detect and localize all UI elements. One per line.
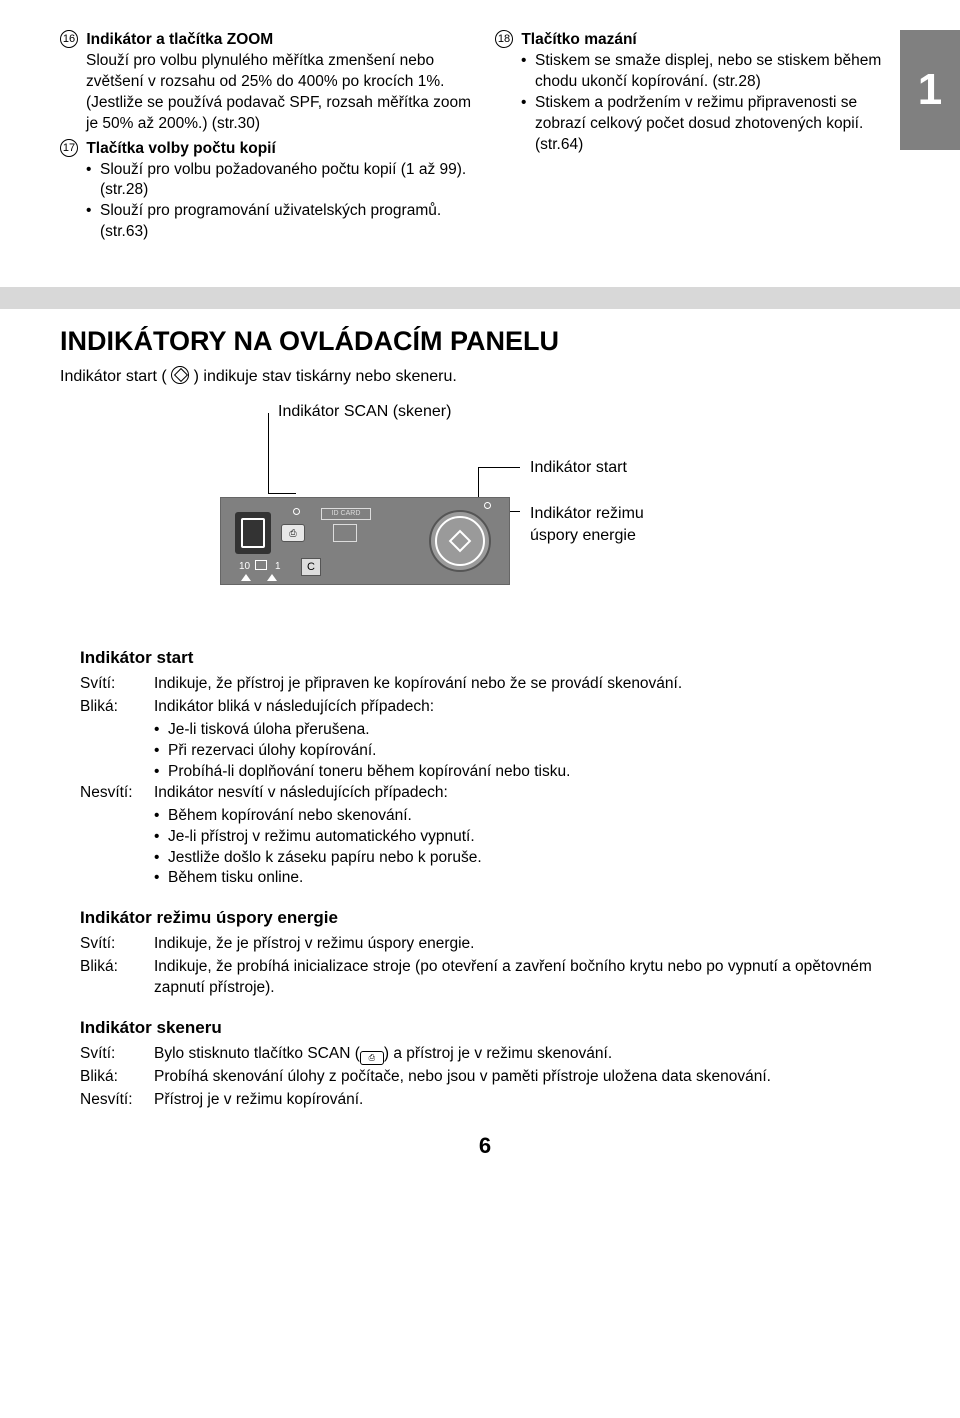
top-columns: 16 Indikátor a tlačítka ZOOM Slouží pro …: [60, 30, 910, 247]
label-sviti: Svítí:: [80, 934, 154, 955]
ind-start-title: Indikátor start: [80, 647, 910, 670]
label-sviti: Svítí:: [80, 674, 154, 695]
num-1: 1: [275, 560, 281, 574]
definitions: Indikátor start Svítí: Indikuje, že přís…: [80, 647, 910, 1111]
item-18-bullets: Stiskem se smaže displej, nebo se stiske…: [521, 51, 910, 156]
scan-button-inline-icon: ⎙: [360, 1051, 384, 1065]
label-start-indicator: Indikátor start: [530, 457, 627, 479]
leader-line: [268, 413, 269, 493]
copies-icon: [255, 560, 267, 570]
ind-start-nesviti: Nesvítí: Indikátor nesvítí v následující…: [80, 783, 910, 804]
text-blika: Indikuje, že probíhá inicializace stroje…: [154, 957, 910, 999]
start-button-icon: [429, 510, 491, 572]
section-subtitle: Indikátor start ( ) indikuje stav tiskár…: [60, 366, 910, 388]
item-18-title: Tlačítko mazání: [521, 31, 636, 48]
ind-start-blika: Bliká: Indikátor bliká v následujících p…: [80, 697, 910, 718]
text-blika: Indikátor bliká v následujících případec…: [154, 697, 910, 718]
label-scan-indicator: Indikátor SCAN (skener): [278, 401, 451, 423]
ind-start-blika-bullets: Je-li tisková úloha přerušena. Při rezer…: [154, 720, 910, 783]
sviti-pre: Bylo stisknuto tlačítko SCAN (: [154, 1045, 360, 1062]
control-panel: ⎙ ID CARD 10 1 C: [220, 497, 510, 585]
item-18-bullet-0: Stiskem se smaže displej, nebo se stiske…: [521, 51, 910, 93]
left-column: 16 Indikátor a tlačítka ZOOM Slouží pro …: [60, 30, 475, 247]
ind-scanner-blika: Bliká: Probíhá skenování úlohy z počítač…: [80, 1067, 910, 1088]
section-divider-bar: [0, 287, 960, 309]
item-number-16: 16: [60, 30, 78, 48]
item-18: 18 Tlačítko mazání Stiskem se smaže disp…: [495, 30, 910, 156]
ind-energy-sviti: Svítí: Indikuje, že je přístroj v režimu…: [80, 934, 910, 955]
chapter-tab: 1: [900, 30, 960, 150]
item-16: 16 Indikátor a tlačítka ZOOM Slouží pro …: [60, 30, 475, 135]
up-arrow-icon: [241, 574, 251, 581]
subtitle-pre: Indikátor start (: [60, 368, 167, 385]
bullet: Je-li přístroj v režimu automatického vy…: [154, 827, 910, 848]
page-number: 6: [60, 1131, 910, 1161]
text-sviti: Indikuje, že je přístroj v režimu úspory…: [154, 934, 910, 955]
label-energy-l2: úspory energie: [530, 527, 636, 544]
label-nesviti: Nesvítí:: [80, 1090, 154, 1111]
bullet: Během kopírování nebo skenování.: [154, 806, 910, 827]
panel-diagram: Indikátor SCAN (skener) Indikátor start …: [220, 407, 760, 607]
ind-start-nesviti-bullets: Během kopírování nebo skenování. Je-li p…: [154, 806, 910, 890]
leader-line: [478, 467, 520, 468]
ind-energy-title: Indikátor režimu úspory energie: [80, 907, 910, 930]
energy-led-icon: [484, 502, 491, 509]
subtitle-post: ) indikuje stav tiskárny nebo skeneru.: [194, 368, 457, 385]
label-energy-indicator: Indikátor režimu úspory energie: [530, 503, 644, 546]
item-number-18: 18: [495, 30, 513, 48]
scan-button-icon: ⎙: [281, 524, 305, 542]
text-blika: Probíhá skenování úlohy z počítače, nebo…: [154, 1067, 910, 1088]
right-column: 18 Tlačítko mazání Stiskem se smaže disp…: [495, 30, 910, 247]
text-nesviti: Indikátor nesvítí v následujících případ…: [154, 783, 910, 804]
ind-start-sviti: Svítí: Indikuje, že přístroj je připrave…: [80, 674, 910, 695]
label-nesviti: Nesvítí:: [80, 783, 154, 804]
item-17: 17 Tlačítka volby počtu kopií Slouží pro…: [60, 139, 475, 244]
bullet: Jestliže došlo k záseku papíru nebo k po…: [154, 848, 910, 869]
item-18-bullet-1: Stiskem a podržením v režimu připravenos…: [521, 93, 910, 156]
display: [235, 512, 271, 554]
item-16-body: Slouží pro volbu plynulého měřítka zmenš…: [86, 51, 475, 135]
bullet: Probíhá-li doplňování toneru během kopír…: [154, 762, 910, 783]
scan-led-icon: [293, 508, 300, 515]
idcard-label: ID CARD: [321, 508, 371, 520]
clear-button-icon: C: [301, 558, 321, 576]
num-10: 10: [239, 560, 250, 574]
sviti-post: ) a přístroj je v režimu skenování.: [384, 1045, 612, 1062]
item-17-bullets: Slouží pro volbu požadovaného počtu kopi…: [86, 160, 475, 244]
label-blika: Bliká:: [80, 697, 154, 718]
up-arrow-icon: [267, 574, 277, 581]
bullet: Při rezervaci úlohy kopírování.: [154, 741, 910, 762]
section-title: INDIKÁTORY NA OVLÁDACÍM PANELU: [60, 323, 910, 359]
label-sviti: Svítí:: [80, 1044, 154, 1065]
label-energy-l1: Indikátor režimu: [530, 505, 644, 522]
item-17-bullet-0: Slouží pro volbu požadovaného počtu kopi…: [86, 160, 475, 202]
text-sviti: Bylo stisknuto tlačítko SCAN (⎙) a příst…: [154, 1044, 910, 1065]
label-blika: Bliká:: [80, 1067, 154, 1088]
item-17-title: Tlačítka volby počtu kopií: [86, 140, 275, 157]
text-sviti: Indikuje, že přístroj je připraven ke ko…: [154, 674, 910, 695]
start-icon: [171, 366, 189, 384]
ind-scanner-title: Indikátor skeneru: [80, 1017, 910, 1040]
bullet: Je-li tisková úloha přerušena.: [154, 720, 910, 741]
item-16-title: Indikátor a tlačítka ZOOM: [86, 31, 273, 48]
ind-energy-blika: Bliká: Indikuje, že probíhá inicializace…: [80, 957, 910, 999]
leader-line: [268, 493, 296, 494]
label-blika: Bliká:: [80, 957, 154, 999]
item-17-bullet-1: Slouží pro programování uživatelských pr…: [86, 201, 475, 243]
ind-scanner-sviti: Svítí: Bylo stisknuto tlačítko SCAN (⎙) …: [80, 1044, 910, 1065]
idcard-button-icon: [333, 524, 357, 542]
bullet: Během tisku online.: [154, 868, 910, 889]
text-nesviti: Přístroj je v režimu kopírování.: [154, 1090, 910, 1111]
item-number-17: 17: [60, 139, 78, 157]
ind-scanner-nesviti: Nesvítí: Přístroj je v režimu kopírování…: [80, 1090, 910, 1111]
